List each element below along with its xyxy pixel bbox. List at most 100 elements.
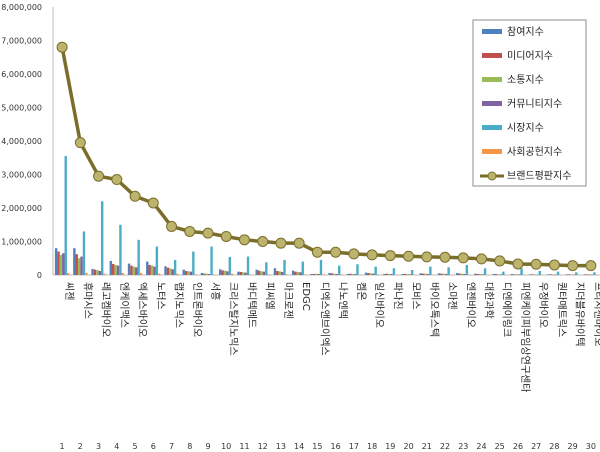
legend-swatch-미디어지수 (482, 53, 502, 58)
x-category-label: 프리시젠바이오 (592, 282, 600, 346)
bar-커뮤니티지수 (536, 274, 539, 276)
bar-사회공헌지수 (212, 274, 216, 275)
bar-시장지수 (137, 239, 140, 275)
bar-미디어지수 (221, 270, 224, 275)
bar-시장지수 (338, 265, 341, 275)
bar-소통지수 (59, 254, 63, 275)
x-category-label: 마크로젠 (282, 282, 294, 319)
bar-시장지수 (82, 231, 86, 275)
x-category-number: 2 (78, 442, 83, 451)
bar-사회공헌지수 (103, 273, 106, 275)
bar-시장지수 (356, 264, 359, 275)
brand-index-point (56, 41, 68, 53)
bar-커뮤니티지수 (572, 274, 576, 276)
legend-swatch-사회공헌지수 (482, 149, 502, 154)
bar-커뮤니티지수 (62, 253, 65, 275)
y-tick-label: 8,000,000 (1, 3, 42, 12)
brand-index-point (202, 227, 214, 239)
bar-사회공헌지수 (486, 274, 489, 276)
bar-소통지수 (387, 274, 391, 275)
brand-index-point (166, 220, 178, 232)
bar-커뮤니티지수 (463, 274, 466, 275)
brand-index-point (220, 230, 232, 242)
brand-index-point (293, 237, 305, 249)
bar-소통지수 (552, 274, 555, 275)
bar-시장지수 (173, 259, 177, 275)
bar-미디어지수 (330, 273, 334, 275)
x-category-number: 11 (239, 442, 249, 451)
bar-소통지수 (150, 265, 154, 275)
bar-미디어지수 (93, 269, 97, 275)
brand-index-point (93, 170, 105, 182)
bar-커뮤니티지수 (207, 274, 211, 275)
bar-커뮤니티지수 (189, 271, 193, 275)
legend-label: 참여지수 (507, 26, 544, 38)
x-category-label: 씨젠 (63, 282, 75, 300)
bar-소통지수 (96, 269, 99, 275)
brand-index-point (403, 250, 415, 262)
bar-커뮤니티지수 (408, 274, 411, 275)
bar-미디어지수 (312, 274, 315, 275)
bar-참여지수 (547, 274, 550, 275)
bar-참여지수 (127, 263, 131, 275)
bar-사회공헌지수 (340, 274, 343, 275)
bar-커뮤니티지수 (80, 256, 83, 275)
bar-시장지수 (301, 261, 304, 275)
bar-소통지수 (187, 271, 190, 275)
bar-사회공헌지수 (376, 274, 380, 275)
bar-사회공헌지수 (559, 274, 562, 276)
brand-index-point (530, 258, 542, 270)
bar-사회공헌지수 (540, 274, 544, 276)
bar-참여지수 (182, 269, 185, 275)
bar-참여지수 (492, 274, 495, 275)
bar-참여지수 (456, 272, 459, 275)
bar-소통지수 (260, 271, 263, 275)
bar-미디어지수 (458, 273, 461, 275)
bar-소통지수 (515, 274, 518, 275)
x-category-label: 엑세스바이오 (136, 282, 148, 337)
bar-사회공헌지수 (595, 274, 599, 276)
bar-시장지수 (228, 256, 232, 275)
bar-참여지수 (401, 274, 404, 275)
bar-커뮤니티지수 (517, 274, 521, 275)
x-category-label: 서흥 (209, 282, 222, 300)
bar-사회공헌지수 (139, 272, 143, 275)
bar-소통지수 (570, 274, 573, 275)
x-category-number: 19 (385, 442, 395, 451)
bar-미디어지수 (203, 273, 206, 275)
bar-시장지수 (502, 271, 505, 275)
bar-사회공헌지수 (66, 272, 70, 275)
bar-소통지수 (278, 271, 281, 275)
bar-참여지수 (255, 269, 258, 275)
x-category-number: 21 (422, 442, 432, 451)
bar-커뮤니티지수 (426, 274, 430, 275)
bar-참여지수 (510, 274, 514, 275)
bar-소통지수 (533, 274, 537, 275)
brand-index-point (585, 260, 597, 272)
brand-index-point (275, 237, 287, 249)
brand-index-point (457, 252, 469, 264)
y-tick-label: 4,000,000 (1, 137, 42, 146)
bar-소통지수 (497, 274, 500, 275)
bar-소통지수 (132, 266, 136, 276)
bar-사회공헌지수 (85, 272, 88, 275)
bar-사회공헌지수 (577, 274, 580, 276)
x-category-label: 피엔케이피부임상연구센타 (519, 282, 532, 392)
bar-소통지수 (169, 268, 172, 275)
bar-소통지수 (314, 273, 318, 275)
bar-참여지수 (146, 261, 149, 275)
x-category-number: 20 (404, 442, 414, 451)
bar-사회공헌지수 (285, 274, 289, 275)
y-tick-label: 1,000,000 (1, 238, 42, 247)
bar-커뮤니티지수 (390, 274, 393, 275)
y-tick-label: 6,000,000 (1, 70, 42, 79)
bar-시장지수 (246, 256, 250, 275)
bar-시장지수 (392, 268, 396, 275)
legend-label: 시장지수 (507, 122, 544, 134)
bar-미디어지수 (476, 274, 480, 275)
x-category-number: 3 (96, 442, 101, 451)
bar-시장지수 (410, 269, 414, 275)
bar-사회공헌지수 (158, 273, 161, 275)
bar-소통지수 (442, 273, 446, 275)
legend-swatch-참여지수 (482, 29, 502, 34)
